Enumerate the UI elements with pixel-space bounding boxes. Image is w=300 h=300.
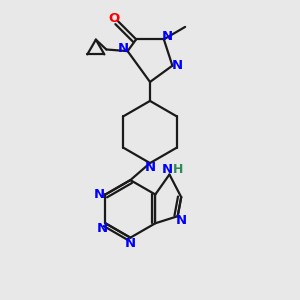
Text: N: N [176, 214, 187, 226]
Text: N: N [144, 160, 156, 173]
Text: H: H [173, 163, 183, 176]
Text: N: N [94, 188, 105, 201]
Text: N: N [118, 42, 129, 55]
Text: N: N [162, 30, 173, 43]
Text: N: N [97, 222, 108, 235]
Text: O: O [109, 12, 120, 25]
Text: N: N [162, 163, 173, 176]
Text: N: N [172, 59, 183, 72]
Text: N: N [125, 237, 136, 250]
